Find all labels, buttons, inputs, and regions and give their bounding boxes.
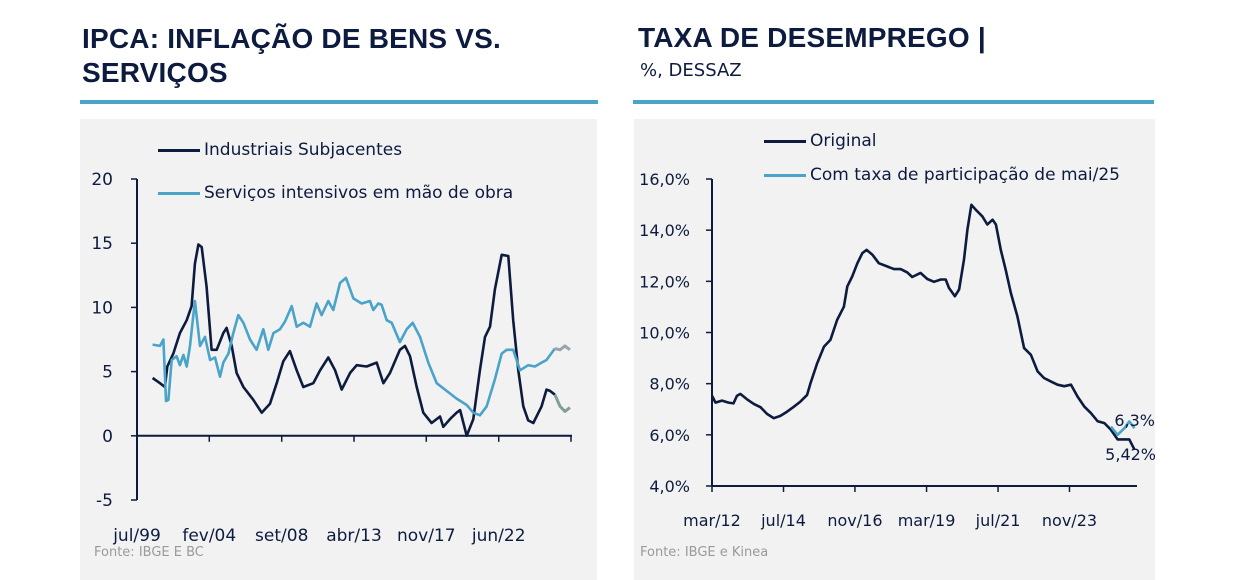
y-tick-label: 14,0% — [639, 221, 690, 240]
y-tick-label: 10,0% — [639, 324, 690, 343]
legend-item-participacao: Com taxa de participação de mai/25 — [764, 165, 1120, 185]
y-tick-label: -5 — [96, 491, 113, 511]
legend-swatch-light-blue — [764, 173, 806, 177]
x-tick-label: set/08 — [255, 526, 308, 546]
y-tick-label: 5 — [102, 363, 113, 383]
left-title-line1: IPCA: INFLAÇÃO DE BENS VS. — [82, 23, 502, 54]
x-tick-label: mar/12 — [683, 511, 741, 530]
legend-item-servicos: Serviços intensivos em mão de obra — [158, 183, 513, 203]
legend-swatch-navy — [158, 148, 200, 152]
right-chart-subtitle: %, DESSAZ — [640, 60, 742, 81]
y-tick-label: 0 — [102, 427, 113, 447]
x-tick-label: fev/04 — [182, 526, 236, 546]
y-tick-label: 16,0% — [639, 170, 690, 189]
left-title-line2: SERVIÇOS — [82, 57, 228, 88]
y-tick-label: 10 — [91, 298, 113, 318]
legend-swatch-navy — [764, 139, 806, 143]
y-tick-label: 15 — [91, 234, 113, 254]
right-chart-title: TAXA DE DESEMPREGO | — [638, 22, 986, 53]
right-title-rule — [633, 100, 1154, 104]
y-tick-label: 6,0% — [649, 426, 690, 445]
y-tick-label: 20 — [91, 170, 113, 190]
legend-label: Serviços intensivos em mão de obra — [204, 183, 514, 203]
x-tick-label: nov/17 — [397, 526, 456, 546]
series-projection-1 — [553, 394, 571, 413]
left-chart-title: IPCA: INFLAÇÃO DE BENS VS. SERVIÇOS — [82, 22, 501, 90]
x-tick-label: jul/99 — [112, 526, 161, 546]
right-chart-panel — [634, 119, 1155, 580]
x-tick-label: jun/22 — [471, 526, 526, 546]
legend-label: Original — [810, 131, 877, 151]
y-tick-label: 4,0% — [649, 477, 690, 496]
left-source-note: Fonte: IBGE E BC — [94, 545, 204, 560]
data-label-annotation: 6,3% — [1114, 411, 1155, 430]
series-projection-2 — [554, 344, 571, 352]
right-source-note: Fonte: IBGE e Kinea — [640, 545, 769, 560]
series-line-2 — [152, 276, 556, 417]
left-chart-plot: -5 0 5 10 15 20 jul/99 fev/04 set/08 abr/13 nov/17… — [91, 170, 572, 546]
right-chart-plot: 4,0% 6,0% 8,0% 10,0% 12,0% 14,0% 16,0% mar/12 ju… — [639, 170, 1156, 530]
legend-label: Industriais Subjacentes — [204, 140, 403, 160]
legend-swatch-light-blue — [158, 191, 200, 195]
legend-label: Com taxa de participação de mai/25 — [810, 165, 1121, 185]
y-tick-label: 12,0% — [639, 272, 690, 291]
legend-item-industriais: Industriais Subjacentes — [158, 140, 402, 160]
x-tick-label: nov/16 — [827, 511, 882, 530]
x-tick-label: abr/13 — [326, 526, 382, 546]
x-tick-label: nov/23 — [1042, 511, 1097, 530]
series-line-1 — [151, 243, 556, 438]
x-tick-label: jul/14 — [760, 511, 806, 530]
data-label-annotation: 5,42% — [1105, 445, 1156, 464]
series-line-2 — [1109, 420, 1136, 437]
series-line-1 — [710, 203, 1136, 451]
x-tick-label: mar/19 — [898, 511, 956, 530]
left-title-rule — [80, 100, 598, 104]
legend-item-original: Original — [764, 131, 877, 151]
x-tick-label: jul/21 — [975, 511, 1021, 530]
y-tick-label: 8,0% — [649, 375, 690, 394]
